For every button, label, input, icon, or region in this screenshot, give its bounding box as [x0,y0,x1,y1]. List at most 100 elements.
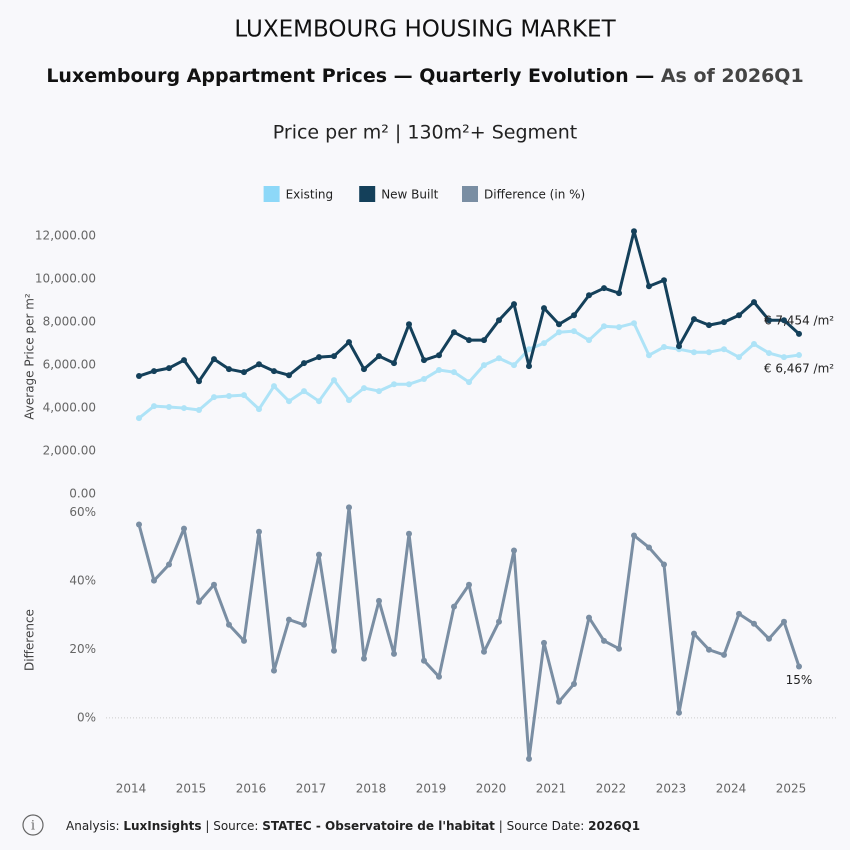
data-point [541,305,547,312]
data-point [181,357,187,364]
data-point [196,378,202,385]
data-point [286,398,292,405]
data-point [241,369,247,376]
data-point [271,383,277,390]
legend-label: Existing [286,188,334,202]
data-point [721,319,727,326]
data-point [136,521,142,528]
data-point [796,352,802,359]
data-point [526,363,532,370]
data-point [436,367,442,374]
footer-source: STATEC - Observatoire de l'habitat [262,819,495,833]
y-tick-label: 12,000.00 [35,229,96,243]
data-point [781,354,787,361]
data-point [631,228,637,235]
data-point [406,530,412,537]
legend-label: New Built [381,188,438,202]
data-point [601,285,607,292]
data-point [571,680,577,687]
data-point [151,577,157,584]
data-point [481,337,487,344]
data-point [571,328,577,335]
data-point [466,337,472,344]
y-tick-label: 8,000.00 [43,315,96,329]
data-point [166,365,172,372]
legend-swatch [263,186,280,202]
footer-text: | Source Date: [495,819,588,833]
y-tick-label: 0% [77,710,96,724]
data-point [646,283,652,290]
data-point [676,343,682,350]
data-point [451,329,457,336]
y-tick-label: 0.00 [69,487,96,501]
data-point [316,551,322,558]
data-point [376,597,382,604]
data-point [511,547,517,554]
data-point [796,330,802,337]
data-point [286,372,292,379]
chart-subtitle: Luxembourg Appartment Prices — Quarterly… [46,65,803,87]
data-point [781,618,787,625]
legend-swatch [462,186,478,202]
data-point [511,362,517,369]
data-point [616,290,622,297]
data-point [301,621,307,628]
data-point [616,645,622,652]
x-tick-label: 2021 [536,782,567,796]
x-tick-label: 2023 [656,782,687,796]
data-point [526,755,532,762]
data-point [211,581,217,588]
footer-analyst: LuxInsights [123,819,201,833]
data-point [586,337,592,344]
data-point [316,398,322,405]
y-tick-label: 20% [69,642,96,656]
data-point [361,366,367,373]
data-point [421,657,427,664]
data-point [376,353,382,360]
y-tick-label: 60% [69,505,96,519]
data-point [631,532,637,539]
data-point [556,321,562,328]
legend-label: Difference (in %) [484,188,585,202]
legend: Existing New Built Difference (in %) [263,186,585,202]
data-point [766,317,772,324]
data-point [271,667,277,674]
data-point [691,630,697,637]
data-point [691,349,697,356]
data-point [331,377,337,384]
data-point [766,635,772,642]
data-point [706,349,712,356]
subtitle-date: As of 2026Q1 [661,65,804,87]
data-point [346,397,352,404]
data-point [646,352,652,359]
data-point [481,648,487,655]
subtitle-main: Luxembourg Appartment Prices — Quarterly… [46,65,661,87]
data-point [451,369,457,376]
y-tick-label: 6,000.00 [43,358,96,372]
x-tick-label: 2015 [176,782,207,796]
data-point [436,673,442,680]
legend-swatch [359,186,376,202]
data-point [181,525,187,532]
data-point [751,299,757,306]
data-point [376,388,382,395]
y-axis-label: Average Price per m² [23,293,37,420]
data-point [256,406,262,413]
data-point [616,324,622,331]
data-point [571,312,577,319]
data-point [166,403,172,410]
data-point [346,504,352,511]
data-point [226,366,232,373]
data-point [196,598,202,605]
data-point [256,528,262,535]
data-point [316,354,322,361]
data-point [541,639,547,646]
data-point [691,316,697,323]
x-tick-label: 2020 [476,782,507,796]
data-point [541,340,547,347]
x-tick-label: 2025 [776,782,807,796]
data-point [601,637,607,644]
